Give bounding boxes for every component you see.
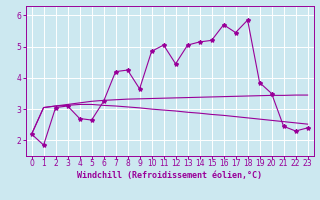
X-axis label: Windchill (Refroidissement éolien,°C): Windchill (Refroidissement éolien,°C)	[77, 171, 262, 180]
